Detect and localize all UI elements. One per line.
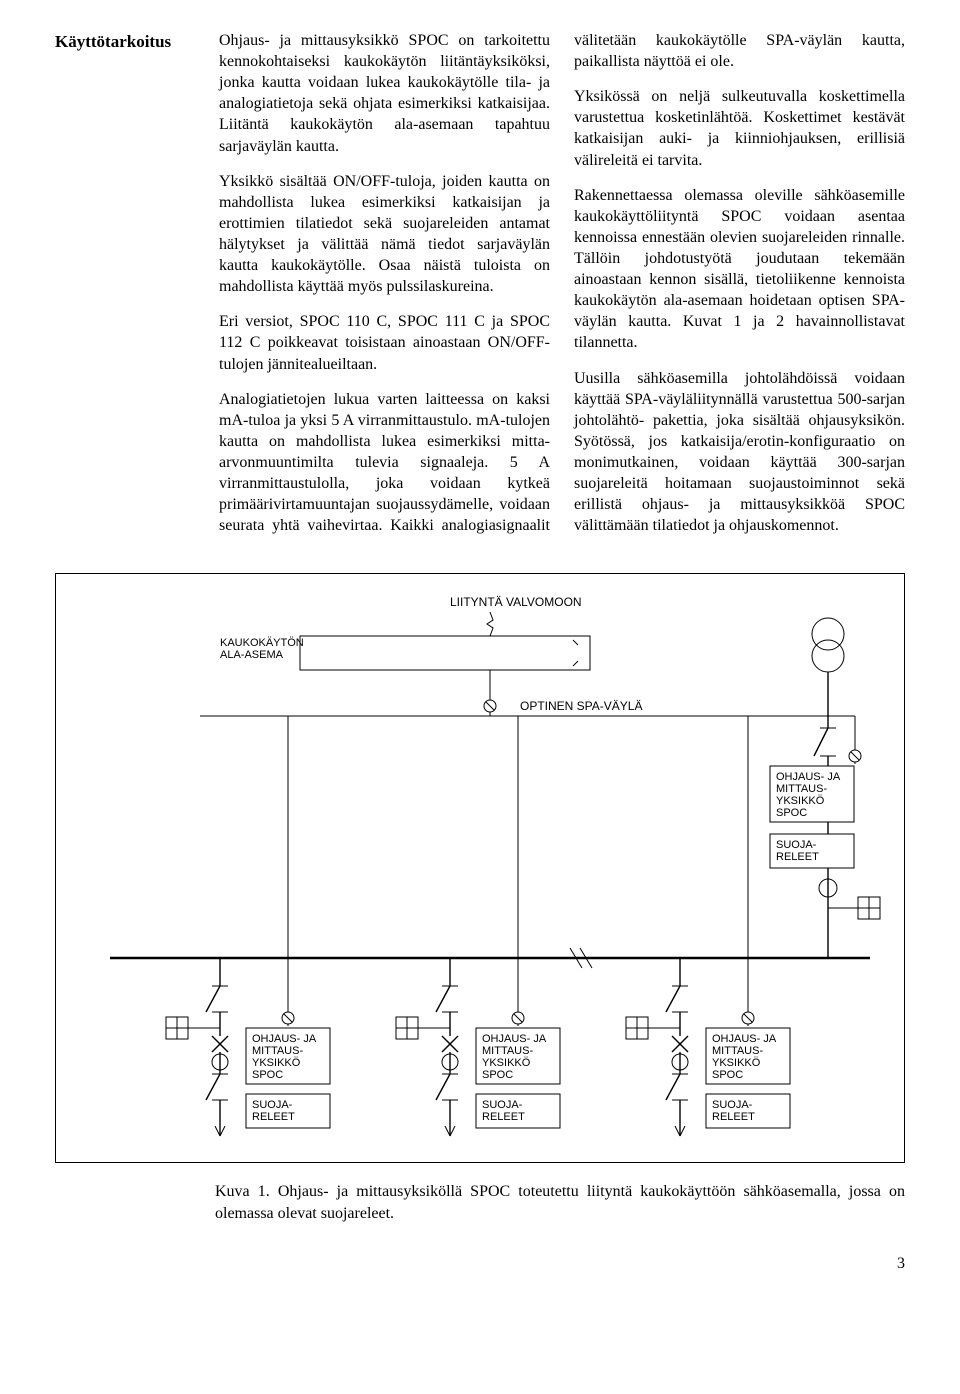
label-relay: RELEET [482, 1111, 525, 1123]
label-unit: MITTAUS- [712, 1045, 763, 1057]
para: Yksikkö sisältää ON/OFF-tuloja, joiden k… [219, 171, 550, 298]
label-unit: OHJAUS- JA [482, 1033, 547, 1045]
label-relay: RELEET [776, 851, 819, 863]
label-unit: SPOC [252, 1069, 283, 1081]
label-relay: SUOJA- [712, 1099, 753, 1111]
label-unit: MITTAUS- [482, 1045, 533, 1057]
label-unit: OHJAUS- JA [252, 1033, 317, 1045]
label-relay: SUOJA- [776, 839, 817, 851]
label-unit: OHJAUS- JA [712, 1033, 777, 1045]
figure-1: LIITYNTÄ VALVOMOON KAUKOKÄYTÖN ALA-ASEMA… [55, 573, 905, 1163]
label-unit: MITTAUS- [252, 1045, 303, 1057]
label-link-top: LIITYNTÄ VALVOMOON [450, 595, 582, 609]
label-unit: SPOC [776, 807, 807, 819]
label-unit: SPOC [482, 1069, 513, 1081]
figure-caption: Kuva 1. Ohjaus- ja mittausyksiköllä SPOC… [215, 1181, 905, 1224]
label-unit: YKSIKKÖ [712, 1057, 761, 1069]
label-substation-1: KAUKOKÄYTÖN [220, 637, 304, 649]
label-unit: MITTAUS- [776, 783, 827, 795]
label-unit: YKSIKKÖ [776, 795, 825, 807]
label-unit: SPOC [712, 1069, 743, 1081]
label-relay: SUOJA- [482, 1099, 523, 1111]
para: Yksikössä on neljä sulkeutuvalla koskett… [574, 86, 905, 170]
single-line-diagram: LIITYNTÄ VALVOMOON KAUKOKÄYTÖN ALA-ASEMA… [70, 588, 890, 1148]
label-spa: OPTINEN SPA-VÄYLÄ [520, 699, 642, 713]
bay: OHJAUS- JA MITTAUS- YKSIKKÖ SPOC SUOJA- … [396, 716, 560, 1136]
para: Rakennettaessa olemassa oleville sähköas… [574, 185, 905, 354]
label-unit: YKSIKKÖ [482, 1057, 531, 1069]
para: Uusilla sähköasemilla johtolähdöissä voi… [574, 368, 905, 537]
page-number: 3 [55, 1255, 905, 1273]
label-unit: OHJAUS- JA [776, 771, 841, 783]
label-relay: RELEET [252, 1111, 295, 1123]
label-relay: RELEET [712, 1111, 755, 1123]
label-relay: SUOJA- [252, 1099, 293, 1111]
label-unit: YKSIKKÖ [252, 1057, 301, 1069]
label-substation-2: ALA-ASEMA [220, 649, 284, 661]
para: Ohjaus- ja mittausyksikkö SPOC on tarkoi… [219, 30, 550, 157]
section-label: Käyttötarkoitus [55, 30, 195, 543]
body-text: Ohjaus- ja mittausyksikkö SPOC on tarkoi… [219, 30, 905, 543]
para: Eri versiot, SPOC 110 C, SPOC 111 C ja S… [219, 311, 550, 374]
bay: OHJAUS- JA MITTAUS- YKSIKKÖ SPOC SUOJA- … [166, 716, 330, 1136]
bay: OHJAUS- JA MITTAUS- YKSIKKÖ SPOC SUOJA- … [626, 716, 790, 1136]
